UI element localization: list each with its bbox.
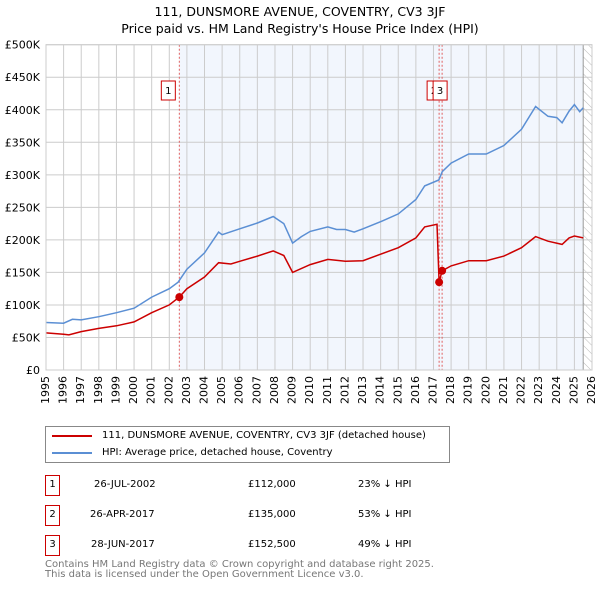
y-tick-label: £50K — [12, 331, 41, 344]
transaction-marker: 1 — [45, 475, 60, 496]
transaction-price: £135,000 — [248, 509, 296, 520]
x-tick-label: 2016 — [409, 376, 422, 404]
x-tick-label: 2020 — [479, 376, 492, 404]
y-tick-label: £400K — [5, 104, 41, 117]
chart-subtitle: Price paid vs. HM Land Registry's House … — [121, 21, 479, 36]
transaction-hpi: 53% ↓ HPI — [358, 509, 412, 520]
y-tick-label: £250K — [5, 201, 41, 214]
x-tick-label: 2006 — [233, 376, 246, 404]
x-tick-label: 2017 — [426, 376, 439, 404]
x-tick-label: 2023 — [532, 376, 545, 404]
transaction-price: £152,500 — [248, 539, 296, 550]
transaction-row: 2 26-APR-2017 £135,000 53% ↓ HPI — [45, 505, 445, 526]
transaction-marker: 2 — [45, 505, 60, 526]
chart-title: 111, DUNSMORE AVENUE, COVENTRY, CV3 3JF — [154, 4, 446, 19]
sale-point — [438, 266, 447, 275]
x-tick-label: 2000 — [127, 376, 140, 404]
x-tick-label: 2015 — [391, 376, 404, 404]
chart-legend: 111, DUNSMORE AVENUE, COVENTRY, CV3 3JF … — [45, 426, 450, 463]
sale-marker-box — [160, 80, 176, 101]
series-line — [45, 223, 584, 336]
footer-licence: This data is licensed under the Open Gov… — [45, 569, 364, 580]
x-tick-label: 2012 — [338, 376, 351, 404]
transaction-date: 26-JUL-2002 — [94, 479, 156, 490]
x-tick-label: 1998 — [92, 376, 105, 404]
y-tick-label: £350K — [5, 136, 41, 149]
x-tick-label: 2011 — [321, 376, 334, 404]
x-tick-label: 2014 — [374, 376, 387, 404]
x-tick-label: 2003 — [180, 376, 193, 404]
x-tick-label: 2024 — [550, 376, 563, 404]
x-tick-label: 2025 — [567, 376, 580, 404]
x-tick-label: 2018 — [444, 376, 457, 404]
x-tick-label: 2001 — [145, 376, 158, 404]
transaction-row: 1 26-JUL-2002 £112,000 23% ↓ HPI — [45, 475, 445, 496]
x-tick-label: 1996 — [57, 376, 70, 404]
x-tick-label: 2026 — [585, 376, 598, 404]
x-tick-label: 2009 — [286, 376, 299, 404]
x-tick-label: 2007 — [250, 376, 263, 404]
price-chart: 1995 1996 1997 1998 1999 2000 2001 2002 2003 2004… — [5, 39, 598, 404]
transaction-hpi: 49% ↓ HPI — [358, 539, 412, 550]
legend-label-hpi: HPI: Average price, detached house, Cove… — [102, 447, 333, 458]
sale-point — [175, 293, 184, 302]
y-tick-label: £200K — [5, 234, 41, 247]
sale-marker-1: 1 — [160, 80, 176, 101]
x-tick-label: 2002 — [162, 376, 175, 404]
x-tick-label: 2019 — [462, 376, 475, 404]
x-tick-label: 2004 — [198, 376, 211, 404]
x-tick-label: 2005 — [215, 376, 228, 404]
transaction-row: 3 28-JUN-2017 £152,500 49% ↓ HPI — [45, 535, 445, 556]
legend-swatch-property — [52, 434, 92, 437]
sale-marker-label: 1 — [165, 86, 171, 97]
sale-marker-box — [432, 80, 448, 101]
sale-marker-label: 3 — [437, 86, 443, 97]
sale-point — [435, 278, 444, 287]
transaction-date: 28-JUN-2017 — [91, 539, 155, 550]
sale-marker-3: 3 — [432, 80, 448, 101]
y-tick-label: £500K — [5, 39, 41, 52]
x-tick-label: 2022 — [515, 376, 528, 404]
x-tick-label: 1997 — [74, 376, 87, 404]
legend-label-property: 111, DUNSMORE AVENUE, COVENTRY, CV3 3JF … — [102, 430, 426, 441]
y-tick-label: £450K — [5, 71, 41, 84]
y-tick-label: £150K — [5, 266, 41, 279]
y-tick-label: £100K — [5, 299, 41, 312]
x-tick-label: 1995 — [39, 376, 52, 404]
transaction-price: £112,000 — [248, 479, 296, 490]
x-tick-label: 2013 — [356, 376, 369, 404]
transaction-marker: 3 — [45, 535, 60, 556]
x-tick-label: 2021 — [497, 376, 510, 404]
y-tick-label: £300K — [5, 169, 41, 182]
x-tick-label: 2010 — [303, 376, 316, 404]
plot-border — [45, 44, 593, 371]
x-tick-label: 1999 — [109, 376, 122, 404]
footer: Contains HM Land Registry data © Crown c… — [45, 560, 434, 580]
y-tick-label: £0 — [26, 364, 40, 377]
series-line — [45, 103, 584, 324]
legend-swatch-hpi — [52, 451, 92, 454]
transaction-date: 26-APR-2017 — [90, 509, 155, 520]
x-tick-label: 2008 — [268, 376, 281, 404]
transaction-hpi: 23% ↓ HPI — [358, 479, 412, 490]
footer-copyright: Contains HM Land Registry data © Crown c… — [45, 559, 434, 570]
